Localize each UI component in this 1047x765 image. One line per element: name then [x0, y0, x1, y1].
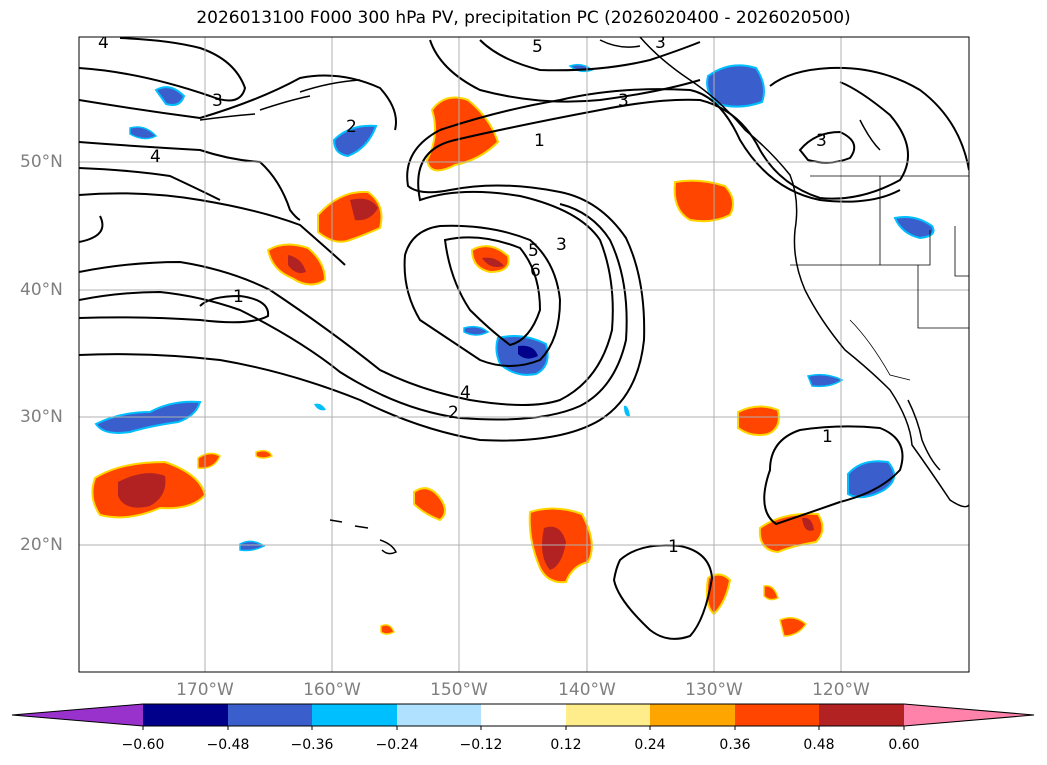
colorbar-extend-low	[12, 704, 143, 726]
lat-label: 40°N	[20, 280, 63, 300]
contour-label: 2	[346, 117, 357, 137]
lat-label: 50°N	[20, 152, 63, 172]
graticule	[79, 37, 969, 672]
contour-label: 4	[460, 383, 471, 403]
colorbar	[11, 703, 1035, 730]
contour-label: 2	[448, 403, 459, 423]
colorbar-extend-high	[904, 704, 1034, 726]
lon-label: 150°W	[430, 680, 488, 700]
lat-label: 30°N	[20, 407, 63, 427]
contour-label: 6	[530, 261, 541, 281]
contour-label: 4	[98, 33, 109, 53]
lon-label: 120°W	[812, 680, 870, 700]
colorbar-tick-label: −0.24	[375, 737, 419, 753]
borders	[790, 175, 969, 381]
contour-label: 1	[534, 131, 545, 151]
contour-label: 3	[556, 235, 567, 255]
colorbar-tick-label: 0.36	[719, 737, 751, 753]
colorbar-tick-label: −0.12	[459, 737, 503, 753]
colorbar-tick-label: 0.60	[888, 737, 920, 753]
contour-label: 1	[668, 537, 679, 557]
contour-label: 4	[150, 147, 161, 167]
colorbar-tick-label: 0.24	[634, 737, 666, 753]
map-title: 2026013100 F000 300 hPa PV, precipitatio…	[196, 8, 851, 28]
contour-label: 3	[816, 131, 827, 151]
lon-label: 170°W	[176, 680, 234, 700]
contour-label: 1	[233, 287, 244, 307]
lon-label: 130°W	[685, 680, 743, 700]
lat-label: 20°N	[20, 535, 63, 555]
lon-label: 160°W	[303, 680, 361, 700]
contour-label: 5	[532, 37, 543, 57]
colorbar-tick-label: −0.48	[206, 737, 250, 753]
pv-contours	[79, 37, 969, 640]
colorbar-tick-label: −0.60	[121, 737, 165, 753]
contour-labels: 4 3 5 3 2 4 1 3 3 5 3 6 1 4 2 1 1	[98, 33, 833, 557]
contour-label: 1	[822, 427, 833, 447]
contour-label: 3	[618, 91, 629, 111]
map-frame	[78, 36, 970, 673]
colorbar-tick-label: 0.48	[803, 737, 835, 753]
contour-label: 5	[528, 241, 539, 261]
colorbar-tick-label: −0.36	[290, 737, 334, 753]
colorbar-tick-label: 0.12	[550, 737, 582, 753]
lon-label: 140°W	[558, 680, 616, 700]
contour-label: 3	[655, 33, 666, 53]
contour-label: 3	[212, 91, 223, 111]
coastlines	[199, 37, 969, 555]
